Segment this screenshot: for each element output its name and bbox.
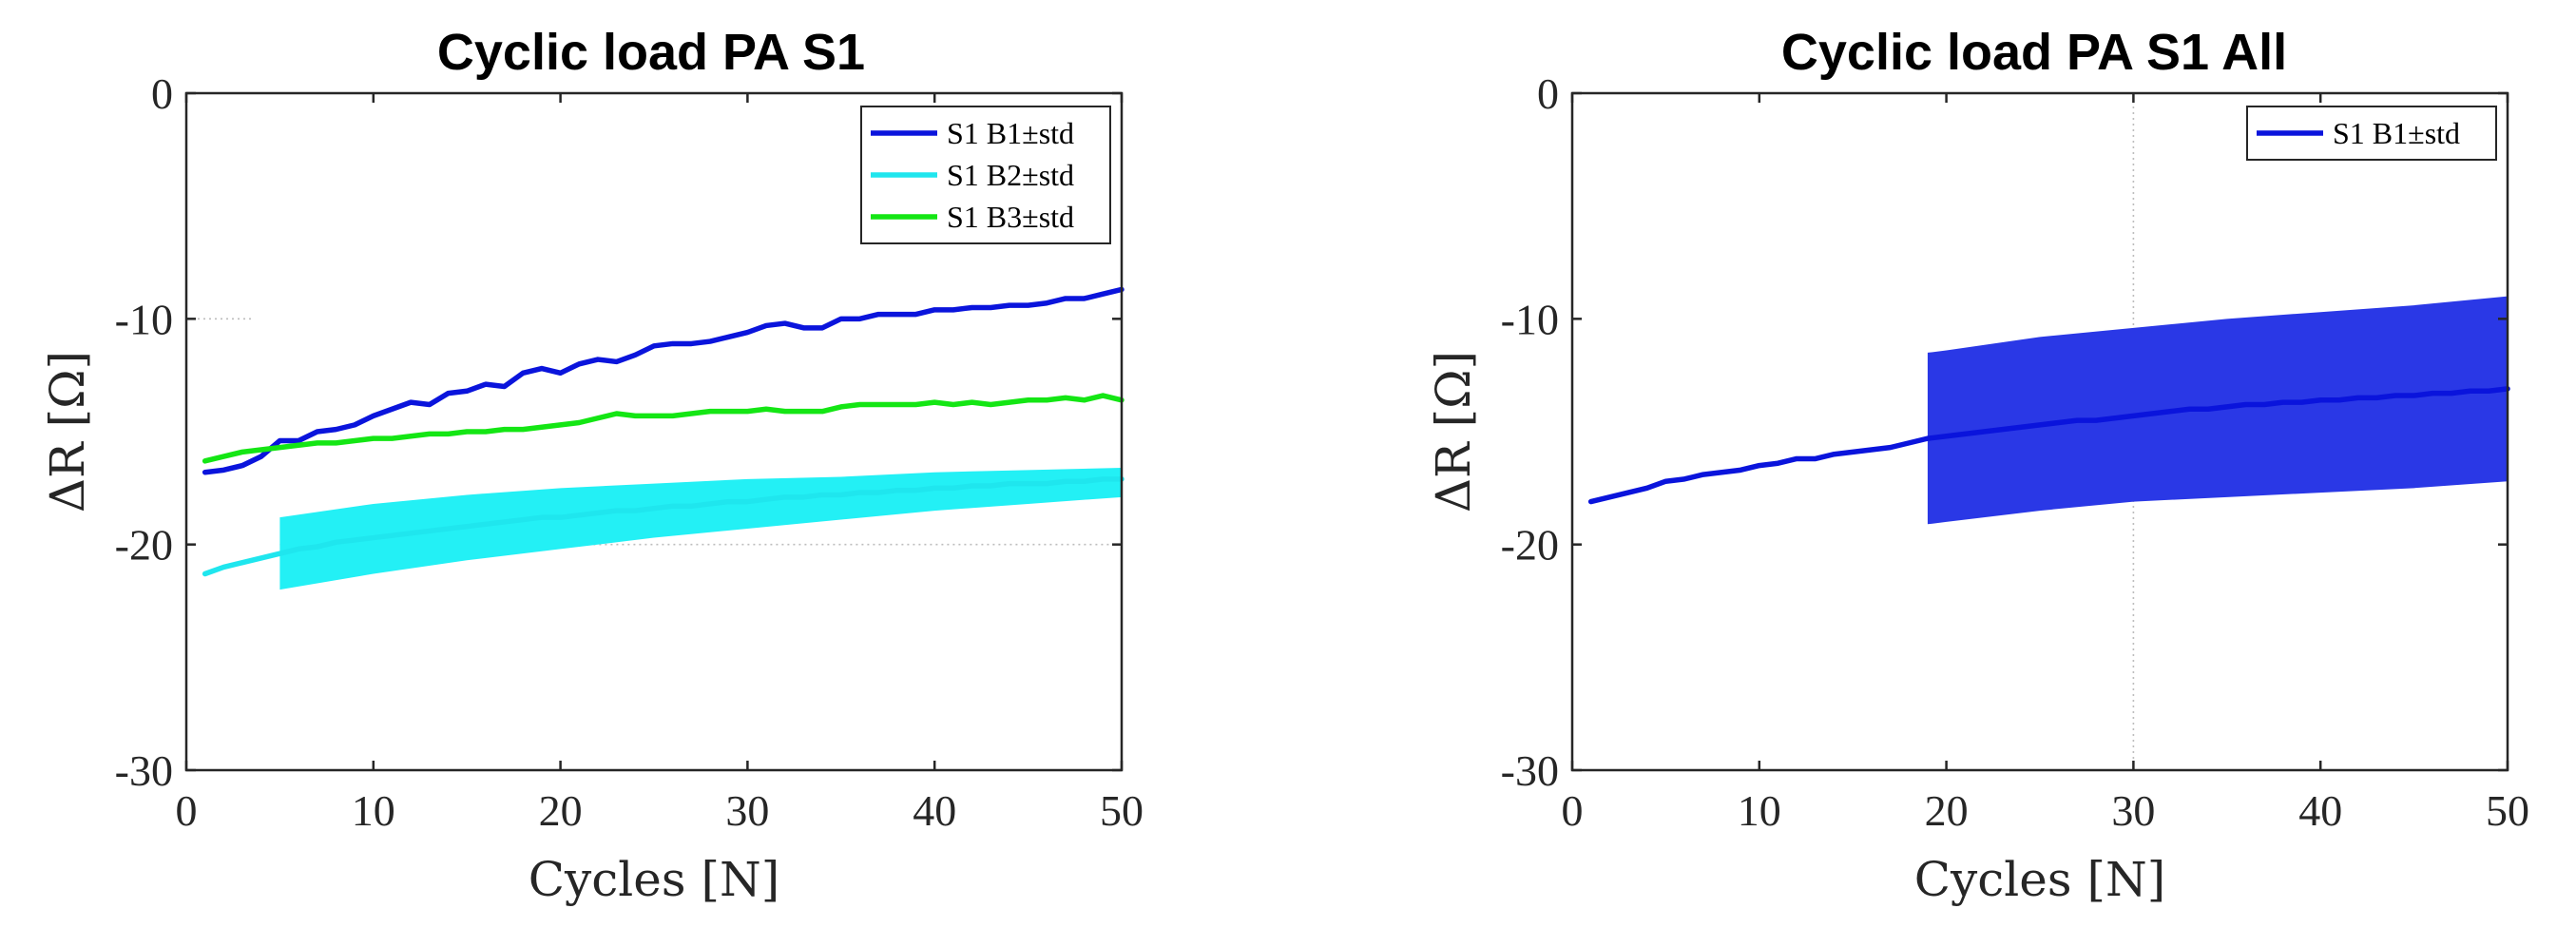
chart-left: Cyclic load PA S1 0 10 20 30 40 50 0 -10 -20 -30… (40, 24, 1144, 907)
x-tick-label: 10 (1738, 786, 1781, 835)
series-lines (1587, 386, 2510, 505)
y-axis-label: ΔR [Ω] (40, 351, 95, 512)
x-tick-label: 20 (1925, 786, 1969, 835)
x-axis-label: Cycles [N] (1914, 852, 2165, 907)
legend-label: S1 B3±std (947, 200, 1074, 234)
y-tick-label: -20 (1501, 521, 1559, 570)
series-lines (202, 286, 1125, 577)
series-line (202, 286, 1125, 475)
y-tick-label: -10 (1501, 295, 1559, 343)
x-tick-label: 50 (1100, 786, 1144, 835)
x-tick-label: 40 (2298, 786, 2342, 835)
y-tick-label: -30 (115, 746, 173, 795)
std-band (279, 467, 1122, 590)
x-tick-label: 0 (176, 786, 198, 835)
chart-title: Cyclic load PA S1 (437, 24, 865, 81)
x-ticks: 0 10 20 30 40 50 (1562, 93, 2529, 835)
legend-label: S1 B1±std (947, 116, 1074, 150)
chart-title: Cyclic load PA S1 All (1781, 24, 2287, 81)
legend-label: S1 B2±std (947, 158, 1074, 192)
y-tick-label: -10 (115, 295, 173, 343)
x-ticks: 0 10 20 30 40 50 (176, 93, 1144, 835)
y-tick-label: 0 (1537, 69, 1559, 118)
std-bands (279, 467, 1122, 590)
y-tick-label: -20 (115, 521, 173, 570)
legend: S1 B1±std (2246, 106, 2497, 161)
x-tick-label: 10 (352, 786, 395, 835)
y-axis-label: ΔR [Ω] (1426, 351, 1481, 512)
y-ticks: 0 -10 -20 -30 (1501, 69, 2508, 795)
x-tick-label: 40 (913, 786, 956, 835)
series-line (1587, 386, 2510, 505)
chart-right: Cyclic load PA S1 All 0 10 20 30 40 50 0 -10 -2… (1426, 24, 2529, 907)
x-axis-label: Cycles [N] (529, 852, 779, 907)
x-tick-label: 30 (2111, 786, 2155, 835)
x-tick-label: 0 (1562, 786, 1584, 835)
x-tick-label: 50 (2486, 786, 2529, 835)
legend: S1 B1±std S1 B2±std S1 B3±std (860, 106, 1111, 244)
y-tick-label: -30 (1501, 746, 1559, 795)
x-tick-label: 20 (539, 786, 583, 835)
x-tick-label: 30 (725, 786, 769, 835)
y-ticks: 0 -10 -20 -30 (115, 69, 1122, 795)
y-tick-label: 0 (151, 69, 173, 118)
series-line (202, 476, 1125, 577)
series-line (202, 393, 1125, 464)
reference-lines (186, 318, 1122, 546)
legend-label: S1 B1±std (2333, 116, 2460, 150)
